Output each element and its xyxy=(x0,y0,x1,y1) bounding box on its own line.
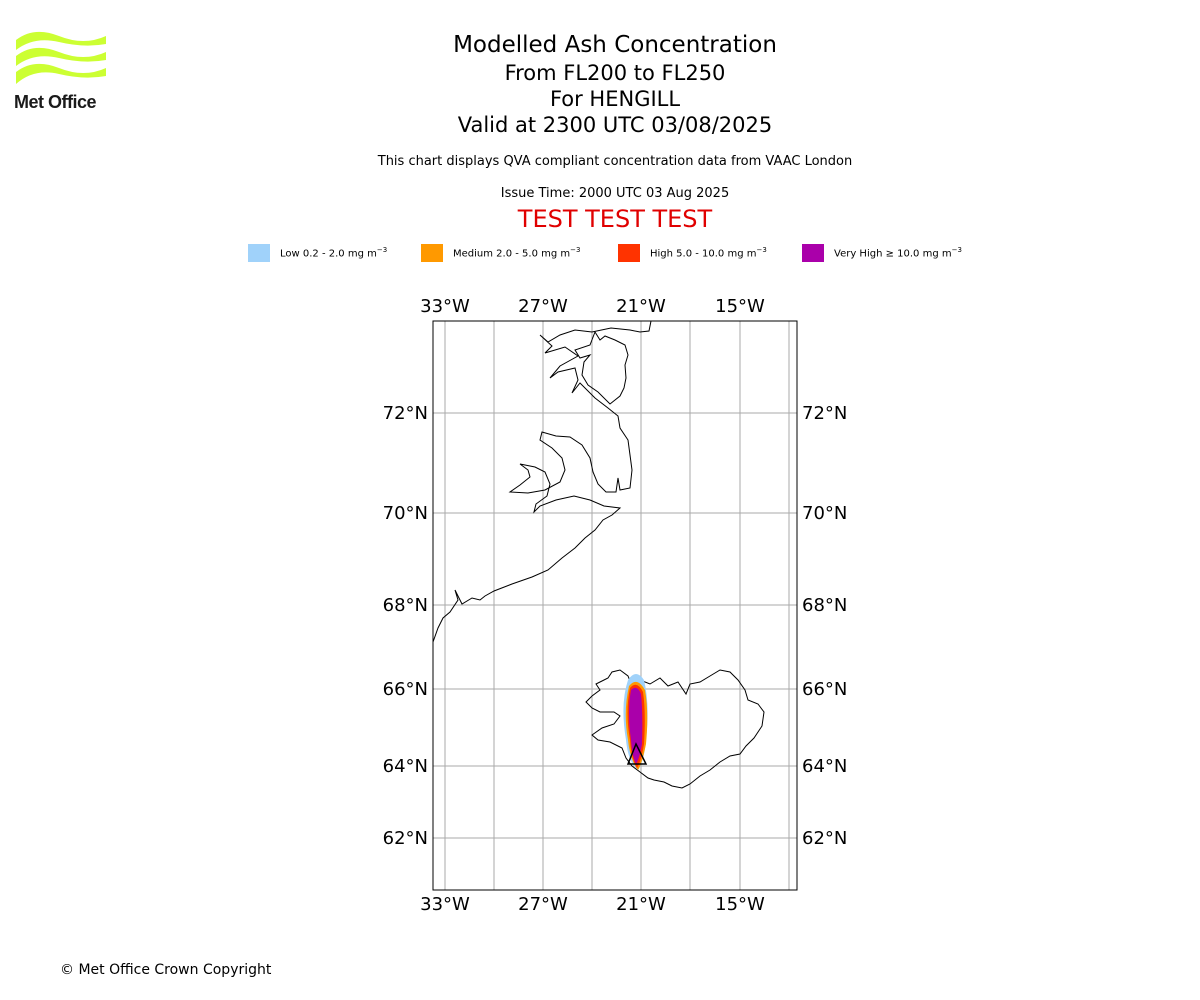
lat-label-left-62n: 62°N xyxy=(383,828,428,849)
iceland-coastline xyxy=(585,669,765,789)
ash-plume xyxy=(623,674,648,770)
legend-swatch-very-high xyxy=(802,244,824,262)
legend-swatch-medium xyxy=(421,244,443,262)
chart-header: Modelled Ash Concentration From FL200 to… xyxy=(315,30,915,233)
lon-label-top-27w: 27°W xyxy=(518,296,568,317)
legend-item-medium: Medium 2.0 - 5.0 mg m−3 xyxy=(421,244,580,262)
lat-label-right-70n: 70°N xyxy=(802,503,847,524)
legend-label-low: Low 0.2 - 2.0 mg m xyxy=(280,248,377,260)
chart-title: Modelled Ash Concentration xyxy=(453,32,777,58)
lat-label-left-66n: 66°N xyxy=(383,679,428,700)
lon-label-bottom-21w: 21°W xyxy=(616,894,666,915)
copyright: © Met Office Crown Copyright xyxy=(60,962,272,978)
volcano-triangle-icon xyxy=(626,742,648,765)
legend-item-very-high: Very High ≥ 10.0 mg m−3 xyxy=(802,244,962,262)
legend-unit-exponent: −3 xyxy=(570,246,581,255)
graticule xyxy=(433,321,797,890)
greenland-coastline xyxy=(432,320,652,643)
ash-map: 33°W 27°W 21°W 15°W 33°W 27°W 21°W 15°W … xyxy=(383,296,848,915)
lon-label-bottom-15w: 15°W xyxy=(715,894,765,915)
map-frame xyxy=(432,320,798,891)
logo-text: Met Office xyxy=(14,92,97,112)
legend: Low 0.2 - 2.0 mg m−3 Medium 2.0 - 5.0 mg… xyxy=(0,244,1200,264)
legend-swatch-high xyxy=(618,244,640,262)
lon-label-top-15w: 15°W xyxy=(715,296,765,317)
lon-label-top-33w: 33°W xyxy=(420,296,470,317)
lat-label-right-68n: 68°N xyxy=(802,595,847,616)
wave-logo-icon xyxy=(16,31,106,84)
legend-label-high: High 5.0 - 10.0 mg m xyxy=(650,248,757,260)
chart-description: This chart displays QVA compliant concen… xyxy=(377,154,853,169)
lat-label-right-66n: 66°N xyxy=(802,679,847,700)
lat-label-left-70n: 70°N xyxy=(383,503,428,524)
lon-label-top-21w: 21°W xyxy=(616,296,666,317)
lat-label-left-64n: 64°N xyxy=(383,756,428,777)
lon-label-bottom-27w: 27°W xyxy=(518,894,568,915)
lat-label-right-72n: 72°N xyxy=(802,403,847,424)
flight-levels: From FL200 to FL250 xyxy=(504,61,726,85)
lon-label-bottom-33w: 33°W xyxy=(420,894,470,915)
legend-unit-exponent: −3 xyxy=(376,246,388,255)
met-office-logo: Met Office xyxy=(14,30,109,112)
legend-swatch-low xyxy=(248,244,270,262)
legend-label-medium: Medium 2.0 - 5.0 mg m xyxy=(453,248,571,260)
volcano-name: For HENGILL xyxy=(549,87,681,111)
test-banner: TEST TEST TEST xyxy=(517,205,713,233)
ash-plume-very-high xyxy=(629,687,643,764)
lat-label-right-62n: 62°N xyxy=(802,828,847,849)
valid-time: Valid at 2300 UTC 03/08/2025 xyxy=(457,113,773,137)
legend-unit-exponent: −3 xyxy=(756,246,767,255)
legend-item-high: High 5.0 - 10.0 mg m−3 xyxy=(618,244,767,262)
lat-label-left-68n: 68°N xyxy=(383,595,428,616)
issue-time: Issue Time: 2000 UTC 03 Aug 2025 xyxy=(500,186,730,201)
legend-label-very-high: Very High ≥ 10.0 mg m xyxy=(834,248,952,260)
lat-label-left-72n: 72°N xyxy=(383,403,428,424)
lat-label-right-64n: 64°N xyxy=(802,756,847,777)
legend-unit-exponent: −3 xyxy=(951,246,962,255)
legend-item-low: Low 0.2 - 2.0 mg m−3 xyxy=(248,244,387,262)
